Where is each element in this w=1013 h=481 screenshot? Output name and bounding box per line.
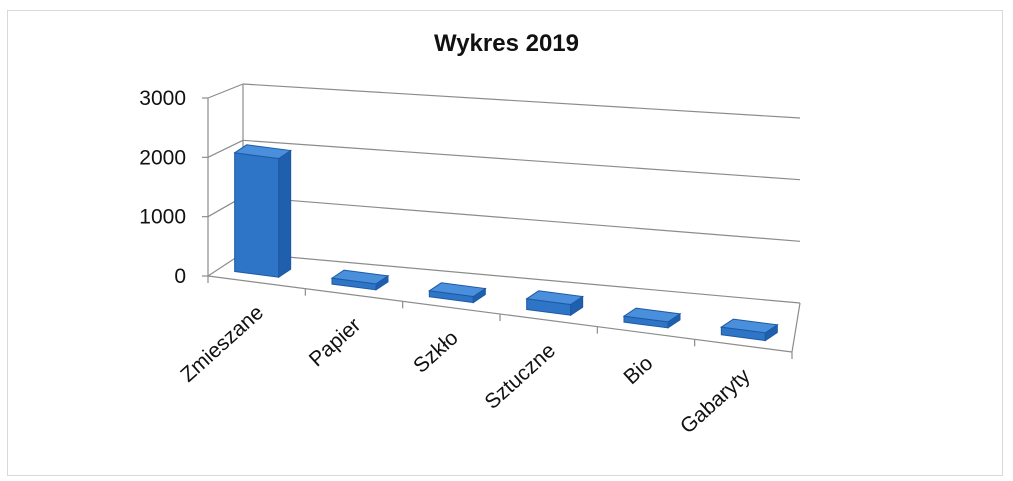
chart-title: Wykres 2019 — [433, 30, 579, 57]
floor-right-edge — [791, 302, 801, 353]
bar-front-face — [234, 152, 280, 278]
y-tick-label: 3000 — [139, 87, 186, 110]
bar-papier — [330, 269, 390, 291]
gridlines — [202, 83, 801, 359]
bar-bio — [622, 307, 682, 329]
bar-szkło — [427, 282, 487, 304]
gridline-back-3000 — [242, 83, 801, 119]
bars — [233, 144, 779, 342]
x-category-label: Zmieszane — [176, 301, 268, 387]
gridline-left-3000 — [207, 83, 244, 99]
x-category-label: Sztuczne — [480, 339, 560, 414]
bar-top-face — [622, 307, 682, 323]
chart-frame — [7, 10, 1003, 476]
bar-sztuczne — [525, 290, 585, 317]
bar-top-face — [719, 318, 779, 334]
bar-side-face — [278, 149, 292, 279]
y-tick-label: 1000 — [139, 206, 186, 229]
x-category-label: Gabaryty — [676, 364, 755, 438]
bar-top-face — [525, 290, 585, 306]
bar-gabaryty — [719, 318, 779, 342]
y-tick-label: 2000 — [139, 146, 186, 169]
y-axis-tick-labels: 0 1000 2000 3000 — [139, 87, 186, 288]
bar-zmieszane — [233, 144, 293, 279]
gridline-back-0 — [242, 252, 801, 304]
bar-top-face — [330, 269, 390, 285]
gridline-back-2000 — [242, 139, 801, 181]
x-category-label: Szkło — [409, 326, 463, 377]
bar-top-face — [427, 282, 487, 298]
gridline-back-1000 — [242, 196, 801, 242]
gridline-left-2000 — [207, 139, 244, 158]
x-category-label: Papier — [305, 314, 366, 372]
y-tick-label: 0 — [174, 265, 186, 288]
bar-top-face — [233, 144, 293, 160]
x-category-label: Bio — [619, 352, 657, 389]
